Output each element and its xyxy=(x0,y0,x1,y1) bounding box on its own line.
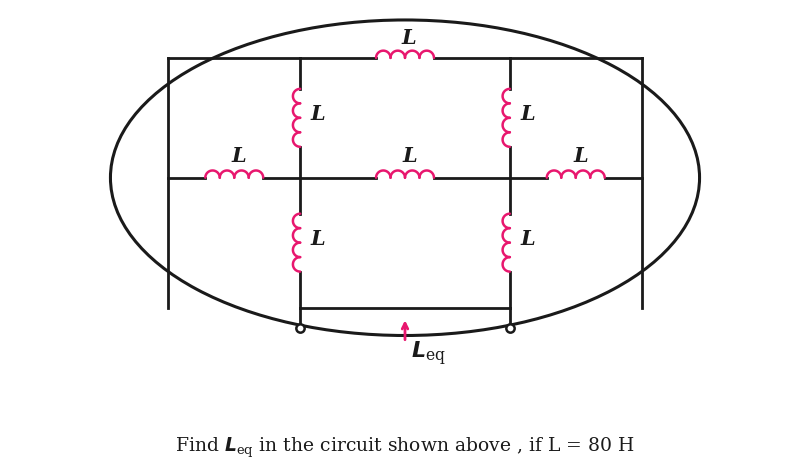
Text: Find $\boldsymbol{L}_{\mathregular{eq}}$ in the circuit shown above , if L = 80 : Find $\boldsymbol{L}_{\mathregular{eq}}$… xyxy=(176,435,634,460)
Text: L: L xyxy=(403,146,417,166)
Text: L: L xyxy=(232,146,246,166)
Text: L: L xyxy=(521,104,535,124)
Text: L: L xyxy=(521,229,535,249)
Text: $\boldsymbol{L}_{\mathregular{eq}}$: $\boldsymbol{L}_{\mathregular{eq}}$ xyxy=(411,339,446,368)
Text: L: L xyxy=(573,146,588,166)
Text: L: L xyxy=(311,229,326,249)
Text: L: L xyxy=(311,104,326,124)
Text: L: L xyxy=(402,28,416,48)
